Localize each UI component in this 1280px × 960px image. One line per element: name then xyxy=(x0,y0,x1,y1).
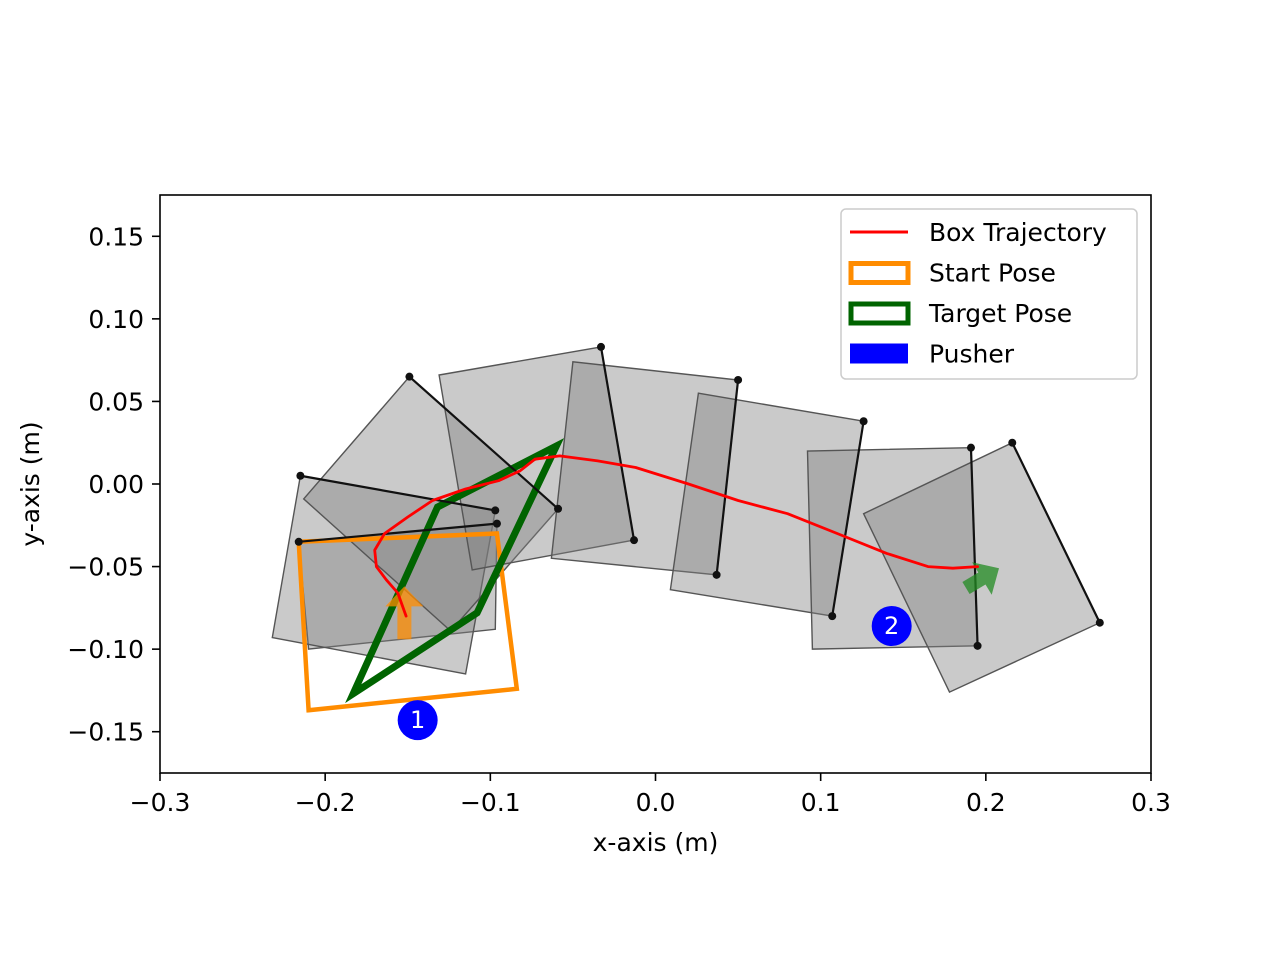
contact-point xyxy=(630,536,639,545)
start-pose xyxy=(296,531,520,713)
contact-point xyxy=(596,342,605,351)
pusher-marker-1 xyxy=(397,700,438,741)
contact-point xyxy=(1095,618,1104,627)
y-tick-label: 0.05 xyxy=(88,387,144,416)
x-tick-label: −0.3 xyxy=(130,788,191,817)
y-tick-label: −0.15 xyxy=(67,718,144,747)
contact-point xyxy=(828,612,837,621)
contact-point xyxy=(554,504,563,513)
contact-edge-7 xyxy=(969,447,979,646)
contact-point xyxy=(1008,438,1017,447)
contact-point xyxy=(405,372,414,381)
pusher-label-1: 1 xyxy=(410,706,425,734)
x-tick-label: 0.2 xyxy=(966,788,1006,817)
x-tick-label: −0.2 xyxy=(295,788,356,817)
contact-point xyxy=(712,570,721,579)
y-axis-label: y-axis (m) xyxy=(16,421,45,546)
plot-area: 12 xyxy=(271,342,1104,741)
contact-point xyxy=(734,375,743,384)
box-trajectory xyxy=(373,454,979,618)
legend-swatch-pusher xyxy=(850,343,908,364)
contact-edge-2 xyxy=(300,474,496,512)
target-direction-arrow xyxy=(962,562,999,595)
legend-label-target-pose: Target Pose xyxy=(928,299,1072,328)
x-axis: −0.3 −0.2 −0.1 0.0 0.1 0.2 0.3 xyxy=(130,773,1171,817)
contact-point xyxy=(294,537,303,546)
legend-swatch-start-pose xyxy=(848,261,911,285)
pusher-label-2: 2 xyxy=(884,612,899,640)
contact-edge-4 xyxy=(599,346,636,541)
x-axis-label: x-axis (m) xyxy=(593,828,719,857)
contact-point xyxy=(966,443,975,452)
target-pose-layer xyxy=(345,438,565,704)
y-tick-label: 0.10 xyxy=(88,305,144,334)
legend: Box Trajectory Start Pose Target Pose Pushe… xyxy=(840,208,1138,380)
pusher-markers: 12 xyxy=(397,606,912,741)
contact-edge-1 xyxy=(298,522,498,543)
legend-label-box-trajectory: Box Trajectory xyxy=(929,218,1107,247)
x-tick-label: 0.0 xyxy=(636,788,676,817)
y-axis: −0.15 −0.10 −0.05 0.00 0.05 0.10 0.15 xyxy=(67,222,160,747)
start-pose-layer xyxy=(296,531,520,713)
y-tick-label: 0.00 xyxy=(88,470,144,499)
legend-swatch-target-pose xyxy=(848,301,911,326)
legend-label-start-pose: Start Pose xyxy=(929,259,1056,288)
x-tick-label: 0.1 xyxy=(801,788,841,817)
x-tick-label: 0.3 xyxy=(1131,788,1171,817)
x-tick-label: −0.1 xyxy=(460,788,521,817)
contact-edge-5 xyxy=(715,379,740,575)
contact-edge-6 xyxy=(831,421,865,617)
contact-edge-8 xyxy=(1011,442,1101,624)
contact-point xyxy=(973,641,982,650)
y-tick-label: 0.15 xyxy=(88,222,144,251)
trajectory-line xyxy=(373,454,979,618)
target-pose xyxy=(345,438,565,704)
y-tick-label: −0.05 xyxy=(67,553,144,582)
pusher-marker-2 xyxy=(871,606,912,647)
contact-point xyxy=(296,471,305,480)
legend-label-pusher: Pusher xyxy=(929,340,1015,369)
contact-edge-3 xyxy=(408,375,559,510)
y-tick-label: −0.10 xyxy=(67,635,144,664)
legend-frame xyxy=(840,208,1138,380)
contact-point xyxy=(859,417,868,426)
contact-point xyxy=(492,519,501,528)
contact-point xyxy=(491,506,500,515)
contact-edges xyxy=(294,342,1104,650)
